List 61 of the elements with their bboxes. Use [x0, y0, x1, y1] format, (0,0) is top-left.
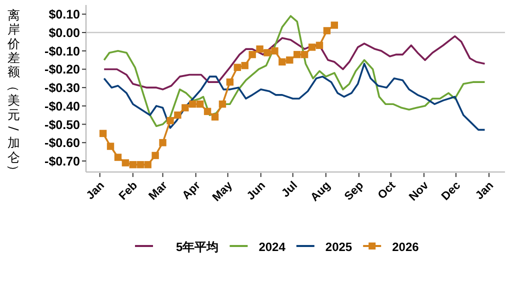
y-tick-label: -$0.40: [44, 99, 80, 114]
point: [256, 45, 264, 53]
point: [144, 161, 152, 168]
point: [196, 100, 204, 108]
legend-label: 2024: [258, 240, 286, 254]
point: [174, 112, 182, 119]
text: 离岸价差额（美元/加仑）: [6, 7, 22, 178]
point: [241, 62, 248, 70]
point: [294, 50, 301, 58]
point: [211, 113, 219, 121]
x-tick-label: Oct: [376, 180, 398, 202]
point: [248, 50, 256, 58]
point: [300, 50, 308, 58]
legend-label: 5年平均: [176, 240, 219, 254]
x-tick-label: Nov: [407, 179, 432, 204]
line-series: [103, 35, 486, 90]
y-tick-label: -$0.10: [44, 44, 80, 58]
y-tick-label: -$0.70: [44, 154, 80, 168]
y-tick-label: $0.10: [48, 8, 80, 22]
x-tick-label: Sep: [342, 180, 366, 204]
point: [330, 22, 338, 29]
point: [218, 100, 226, 108]
point: [136, 161, 144, 168]
point: [166, 117, 174, 124]
y-tick-label: -$0.30: [44, 81, 80, 96]
point: [152, 152, 159, 160]
x-tick-label: Aug: [308, 180, 334, 204]
point: [114, 154, 122, 161]
y-tick-label: -$0.20: [44, 62, 80, 77]
x-tick-label: Feb: [117, 180, 140, 203]
x-tick-label: Jan: [84, 180, 107, 202]
x-tick-label: Jun: [245, 180, 268, 203]
point: [106, 142, 114, 150]
x-tick-label: Jul: [280, 180, 300, 200]
point: [264, 49, 271, 56]
point: [226, 78, 234, 86]
point: [129, 161, 137, 168]
point: [286, 56, 294, 64]
x-tick-label: Jan: [474, 180, 496, 202]
point: [182, 104, 189, 112]
point: [99, 130, 107, 138]
legend-label: 2026: [392, 240, 420, 254]
point: [159, 139, 166, 146]
line-series: [103, 62, 486, 131]
point: [204, 108, 212, 116]
x-tick-label: Dec: [440, 179, 464, 204]
x-tick-label: Apr: [180, 179, 204, 202]
point: [189, 100, 196, 108]
point: [122, 159, 130, 166]
point: [316, 42, 324, 49]
y-tick-label: $0.00: [48, 26, 80, 40]
y-tick-label: -$0.60: [44, 136, 80, 150]
legend-label: 2025: [325, 240, 352, 254]
point: [278, 58, 286, 66]
x-tick-label: Mar: [146, 179, 170, 203]
point: [234, 64, 241, 71]
point: [323, 27, 331, 34]
point: [308, 44, 316, 51]
y-tick-label: -$0.50: [44, 118, 80, 132]
line-series: [103, 15, 486, 128]
point: [271, 47, 278, 54]
